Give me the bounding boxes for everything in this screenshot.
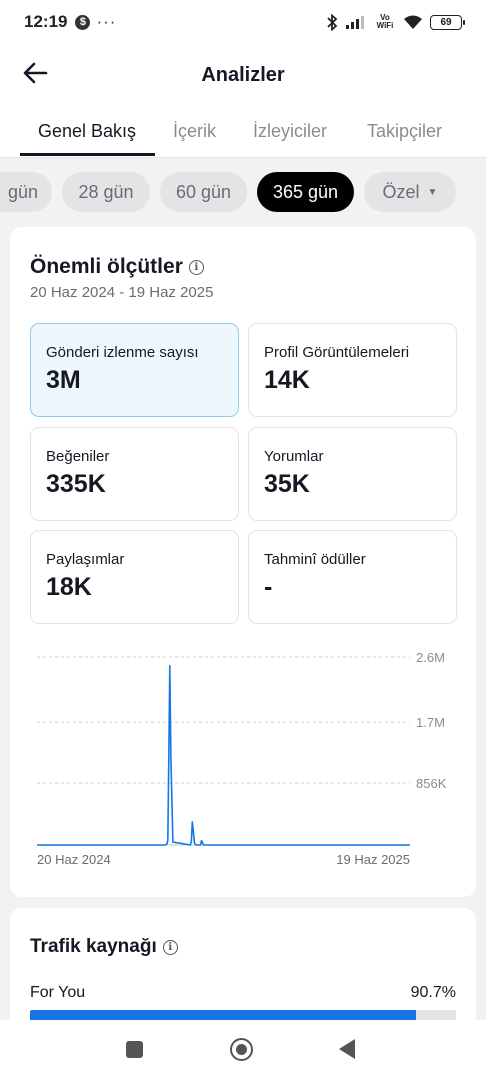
metric-value: 35K xyxy=(264,470,310,498)
metric-value: 14K xyxy=(264,366,310,394)
metric-label: Beğeniler xyxy=(46,448,110,465)
metric-estimated-rewards[interactable]: Tahminî ödüller - xyxy=(248,530,457,624)
metric-label: Yorumlar xyxy=(264,448,324,465)
traffic-source-title: Trafik kaynağı xyxy=(30,936,157,957)
metric-post-views[interactable]: Gönderi izlenme sayısı 3M xyxy=(30,323,239,417)
traffic-source-label: For You xyxy=(30,984,86,1001)
series-line xyxy=(37,664,410,846)
post-views-chart: 2.6M 1.7M 856K 20 Haz 2024 19 Haz 2025 xyxy=(37,650,447,867)
traffic-source-bar-fill xyxy=(30,1010,417,1022)
bluetooth-icon xyxy=(327,13,338,31)
page-title: Analizler xyxy=(201,64,285,86)
recent-apps-button[interactable] xyxy=(126,1041,143,1058)
system-back-button[interactable] xyxy=(339,1039,355,1059)
chip-28-days[interactable]: 28 gün xyxy=(62,172,150,212)
status-time: 12:19 xyxy=(24,12,68,31)
traffic-source-value: 90.7% xyxy=(410,984,456,1001)
metric-shares[interactable]: Paylaşımlar 18K xyxy=(30,530,239,624)
status-bar: 12:19 $ ··· Vo WiFi 69 xyxy=(0,0,486,44)
chip-label: gün xyxy=(7,181,38,202)
chip-60-days[interactable]: 60 gün xyxy=(160,172,247,212)
y-tick-label: 1.7M xyxy=(416,715,445,730)
metric-label: Profil Görüntülemeleri xyxy=(264,344,410,361)
chip-range-short[interactable]: gün xyxy=(0,172,52,212)
system-nav-bar xyxy=(0,1020,486,1080)
active-tab-indicator xyxy=(20,153,155,156)
metric-label: Tahminî ödüller xyxy=(264,551,366,568)
tab-overview[interactable]: Genel Bakış xyxy=(38,121,137,141)
x-tick-label: 20 Haz 2024 xyxy=(37,852,111,867)
info-icon[interactable]: i xyxy=(188,259,204,275)
vowifi-icon: Vo WiFi xyxy=(376,13,394,30)
metric-value: 18K xyxy=(46,573,92,601)
metric-comments[interactable]: Yorumlar 35K xyxy=(248,427,457,521)
dropdown-caret-icon: ▼ xyxy=(427,186,438,198)
back-arrow-icon[interactable] xyxy=(20,58,50,88)
status-dots: ··· xyxy=(96,12,117,31)
x-tick-label: 19 Haz 2025 xyxy=(336,852,410,867)
info-icon[interactable]: i xyxy=(162,939,178,955)
battery-icon: 69 xyxy=(430,14,465,30)
y-tick-label: 2.6M xyxy=(416,650,445,665)
metric-value: 335K xyxy=(46,470,106,498)
tab-viewers[interactable]: İzleyiciler xyxy=(253,121,328,141)
metric-label: Paylaşımlar xyxy=(46,551,125,568)
wifi-icon xyxy=(404,15,422,29)
metric-value: - xyxy=(264,573,273,601)
traffic-source-card: Trafik kaynağı i For You 90.7% xyxy=(10,908,476,1028)
tab-content[interactable]: İçerik xyxy=(173,121,217,141)
key-metrics-card: Önemli ölçütler i 20 Haz 2024 - 19 Haz 2… xyxy=(10,227,476,897)
home-button[interactable] xyxy=(230,1038,253,1061)
metric-likes[interactable]: Beğeniler 335K xyxy=(30,427,239,521)
metric-label: Gönderi izlenme sayısı xyxy=(46,344,199,361)
chip-custom[interactable]: Özel ▼ xyxy=(364,172,456,212)
metric-value: 3M xyxy=(46,366,81,394)
date-range-label: 20 Haz 2024 - 19 Haz 2025 xyxy=(30,284,214,301)
money-icon: $ xyxy=(75,14,91,30)
traffic-source-bar xyxy=(30,1010,456,1022)
signal-icon xyxy=(346,15,364,29)
y-tick-label: 856K xyxy=(416,776,447,791)
chip-label: Özel xyxy=(382,181,420,202)
chip-label: 60 gün xyxy=(175,181,232,202)
app-header: Analizler xyxy=(0,44,486,106)
chip-label: 28 gün xyxy=(78,181,134,202)
tab-followers[interactable]: Takipçiler xyxy=(367,121,443,141)
key-metrics-title: Önemli ölçütler xyxy=(30,255,183,278)
metric-profile-views[interactable]: Profil Görüntülemeleri 14K xyxy=(248,323,457,417)
tab-bar: Genel Bakış İçerik İzleyiciler Takipçile… xyxy=(0,106,486,158)
chip-label: 365 gün xyxy=(272,181,339,202)
chip-365-days[interactable]: 365 gün xyxy=(257,172,354,212)
date-range-chips: gün 28 gün 60 gün 365 gün Özel ▼ xyxy=(0,158,486,226)
